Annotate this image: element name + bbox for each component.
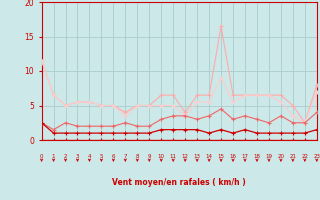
X-axis label: Vent moyen/en rafales ( km/h ): Vent moyen/en rafales ( km/h ) [112,178,246,187]
